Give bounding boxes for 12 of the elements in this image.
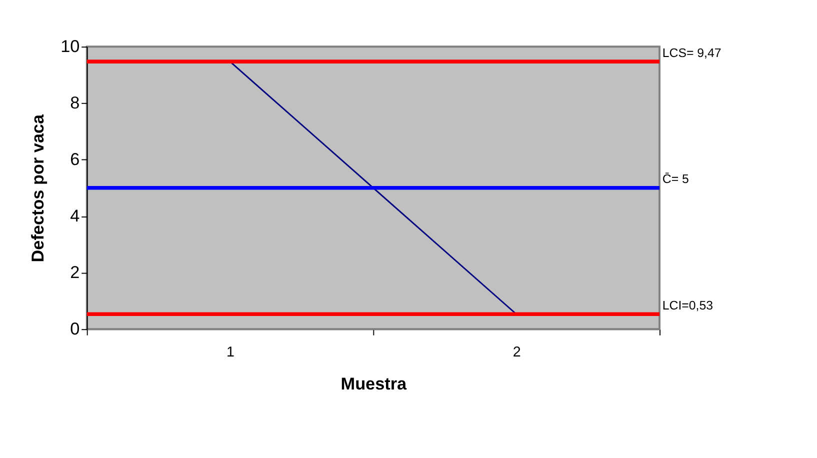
y-tick-label: 6 bbox=[70, 148, 80, 169]
ref-line-label: C̄= 5 bbox=[662, 172, 690, 186]
y-tick-label: 0 bbox=[70, 318, 80, 338]
ref-line-label: LCS= 9,47 bbox=[662, 46, 722, 60]
y-tick-label: 8 bbox=[70, 92, 80, 112]
y-tick-label: 4 bbox=[70, 205, 80, 226]
x-tick-label: 1 bbox=[226, 344, 235, 360]
ref-line-label: LCI=0,53 bbox=[662, 298, 714, 312]
y-tick-label: 10 bbox=[60, 36, 80, 56]
y-axis-title: Defectos por vaca bbox=[27, 114, 48, 262]
x-axis-title: Muestra bbox=[340, 374, 408, 394]
y-tick-label: 2 bbox=[70, 262, 80, 282]
